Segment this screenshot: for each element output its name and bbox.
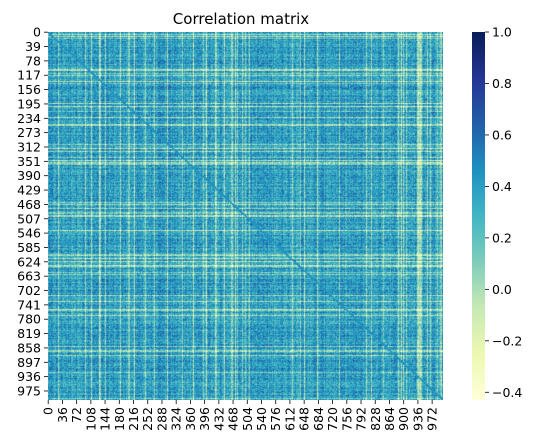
colorbar-tick-label: 0.4 bbox=[492, 179, 512, 194]
y-tick-label: 936 bbox=[17, 369, 41, 384]
y-tick-label: 507 bbox=[17, 211, 41, 226]
colorbar bbox=[472, 32, 485, 400]
x-tick-label: 360 bbox=[183, 407, 198, 431]
heatmap-cells bbox=[48, 32, 443, 400]
x-tick-label: 288 bbox=[154, 407, 169, 431]
y-tick-label: 351 bbox=[17, 154, 41, 169]
y-tick-label: 663 bbox=[17, 269, 41, 284]
x-tick-label: 612 bbox=[282, 407, 297, 431]
y-tick-label: 468 bbox=[17, 197, 41, 212]
y-tick-label: 858 bbox=[17, 340, 41, 355]
y-tick-label: 117 bbox=[17, 68, 41, 83]
x-tick-label: 540 bbox=[254, 407, 269, 431]
y-axis-ticks: 0397811715619523427331235139042946850754… bbox=[17, 25, 48, 398]
x-tick-label: 324 bbox=[169, 407, 184, 431]
x-tick-label: 504 bbox=[240, 407, 255, 431]
y-tick-label: 234 bbox=[17, 111, 41, 126]
colorbar-tick-label: 0.0 bbox=[492, 282, 512, 297]
colorbar-tick-label: 0.2 bbox=[492, 230, 512, 245]
x-tick-label: 252 bbox=[140, 407, 155, 431]
y-tick-label: 624 bbox=[17, 254, 41, 269]
x-tick-label: 36 bbox=[55, 407, 70, 423]
x-tick-label: 756 bbox=[339, 407, 354, 431]
chart-title: Correlation matrix bbox=[173, 10, 310, 28]
y-tick-label: 975 bbox=[17, 383, 41, 398]
x-tick-label: 828 bbox=[368, 407, 383, 431]
y-tick-label: 273 bbox=[17, 125, 41, 140]
y-tick-label: 390 bbox=[17, 168, 41, 183]
x-tick-label: 576 bbox=[268, 407, 283, 431]
x-tick-label: 864 bbox=[382, 407, 397, 431]
colorbar-tick-label: 1.0 bbox=[492, 25, 512, 40]
y-tick-label: 702 bbox=[17, 283, 41, 298]
y-tick-label: 780 bbox=[17, 312, 41, 327]
y-tick-label: 0 bbox=[33, 25, 41, 40]
x-tick-label: 72 bbox=[69, 407, 84, 423]
x-tick-label: 936 bbox=[410, 407, 425, 431]
x-tick-label: 432 bbox=[211, 407, 226, 431]
colorbar-tick-label: 0.8 bbox=[492, 76, 512, 91]
x-tick-label: 792 bbox=[354, 407, 369, 431]
colorbar-tick-label: −0.4 bbox=[492, 385, 522, 400]
y-tick-label: 39 bbox=[25, 39, 41, 54]
x-tick-label: 144 bbox=[98, 407, 113, 431]
y-tick-label: 195 bbox=[17, 96, 41, 111]
y-tick-label: 741 bbox=[17, 297, 41, 312]
x-tick-label: 468 bbox=[226, 407, 241, 431]
colorbar-tick-label: −0.2 bbox=[492, 333, 522, 348]
heatmap-image bbox=[48, 32, 443, 400]
y-tick-label: 429 bbox=[17, 183, 41, 198]
x-tick-label: 396 bbox=[197, 407, 212, 431]
x-tick-label: 900 bbox=[396, 407, 411, 431]
x-tick-label: 0 bbox=[41, 407, 56, 415]
y-tick-label: 819 bbox=[17, 326, 41, 341]
x-tick-label: 216 bbox=[126, 407, 141, 431]
x-axis-ticks: 0 36 72 108 144 180 216 252 288 324 360 396 432 468 50… bbox=[41, 400, 440, 431]
y-tick-label: 312 bbox=[17, 140, 41, 155]
y-tick-label: 897 bbox=[17, 355, 41, 370]
x-tick-label: 108 bbox=[83, 407, 98, 431]
x-tick-label: 648 bbox=[297, 407, 312, 431]
colorbar-tick-label: 0.6 bbox=[492, 127, 512, 142]
x-tick-label: 180 bbox=[112, 407, 127, 431]
y-tick-label: 78 bbox=[25, 53, 41, 68]
y-tick-label: 156 bbox=[17, 82, 41, 97]
x-tick-label: 720 bbox=[325, 407, 340, 431]
y-tick-label: 585 bbox=[17, 240, 41, 255]
colorbar-ticks: 1.0 0.8 0.6 0.4 0.2 0.0 −0.2 −0.4 bbox=[485, 25, 522, 400]
x-tick-label: 972 bbox=[425, 407, 440, 431]
y-tick-label: 546 bbox=[17, 226, 41, 241]
x-tick-label: 684 bbox=[311, 407, 326, 431]
